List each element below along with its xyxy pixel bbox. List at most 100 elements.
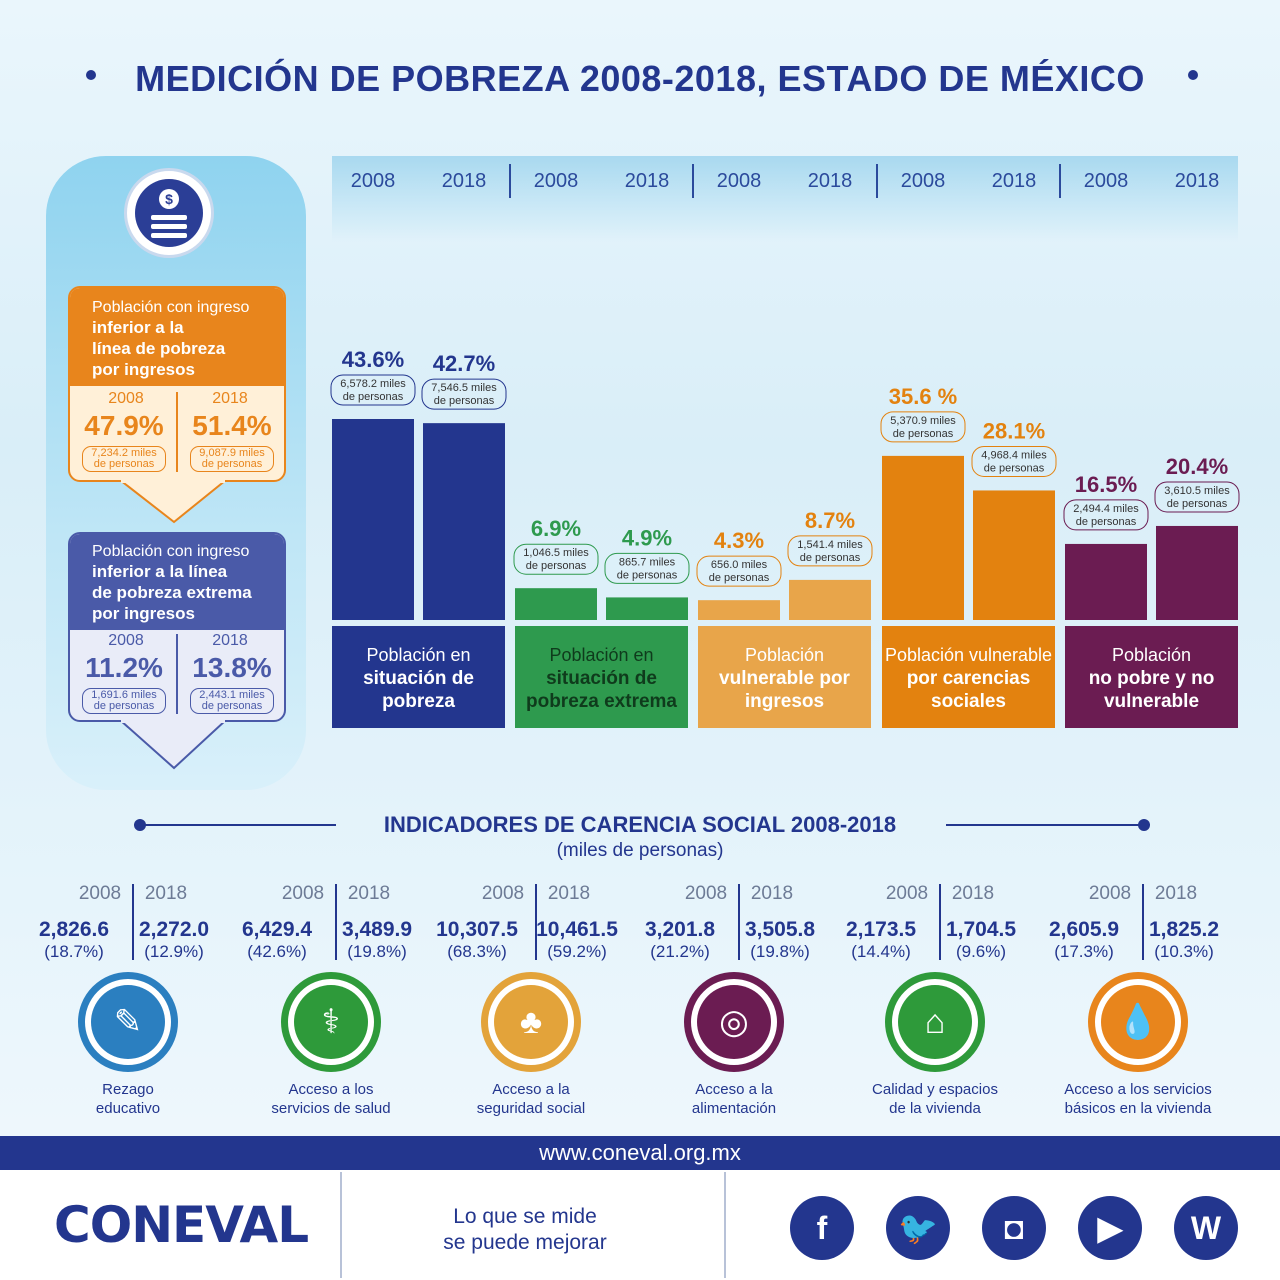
box2-line2: inferior a la línea [92,562,228,581]
indicator-label-0: Rezago educativo [95,1081,161,1117]
income-extreme-poverty-line-box: Población con ingreso inferior a la líne… [68,532,286,722]
indicator-pct-2008-2: (68.3%) [447,942,507,961]
people-unit-3-2018: de personas [984,462,1045,474]
facebook-icon[interactable]: f [790,1196,854,1260]
category-label-0-l1: Población en [366,645,471,665]
house-hands-icon-glyph: ⌂ [898,985,972,1059]
pencil-icon: ✎ [78,972,178,1072]
people-pill-3-2018 [971,445,1057,477]
website-url[interactable]: www.coneval.org.mx [0,1136,1280,1170]
indicator-year-2018-3: 2018 [750,883,794,904]
box1-pct-2008: 47.9% [84,410,164,441]
category-label-4-l2: no pobre y no [1088,668,1215,689]
box1-note-2018: 9,087.9 miles de personas [190,446,274,472]
people-unit-1-2018: de personas [617,569,678,581]
year-label-2-2008: 2008 [716,170,762,192]
category-label-2-l2: vulnerable por [719,668,850,689]
box2-year-2008: 2008 [108,632,144,649]
box1-line1: Población con ingreso [92,299,250,316]
category-label-1-l2: situación de [546,668,657,689]
box1-line2: inferior a la [92,318,184,337]
people-pill-2-2008 [696,555,782,587]
indicators-dot-right [1138,819,1150,831]
people-label-2-2008: 656.0 miles [711,559,768,571]
box2-note-2018: 2,443.1 miles de personas [190,688,274,714]
people-label-1-2008: 1,046.5 miles [523,547,589,559]
indicator-label-2: Acceso a la seguridad social [476,1081,586,1117]
bar-0-2018 [423,423,505,620]
family-hands-icon-glyph: ♣ [494,985,568,1059]
indicator-label-3: Acceso a la alimentación [691,1081,777,1117]
indicator-year-2008-2: 2008 [481,883,525,904]
indicator-pct-2018-3: (19.8%) [750,942,810,961]
indicator-pct-2008-0: (18.7%) [44,942,104,961]
category-label-3-l2: por carencias [906,668,1031,689]
indicator-year-2008-3: 2008 [684,883,728,904]
pct-label-2-2018: 8.7% [805,508,855,533]
money-coin-icon: $ [124,168,214,258]
indicator-value-2018-2: 10,461.5 [536,918,618,941]
family-hands-icon: ♣ [481,972,581,1072]
people-label-4-2008: 2,494.4 miles [1073,503,1139,515]
year-separator [1059,164,1061,198]
people-label-1-2018: 865.7 miles [619,556,676,568]
water-tap-icon: 💧 [1088,972,1188,1072]
category-label-3-l1: Población vulnerable [884,645,1053,665]
people-unit-2-2018: de personas [800,552,861,564]
bar-0-2008 [332,419,414,620]
indicator-value-2008-1: 6,429.4 [241,918,313,941]
category-label-3-l3: sociales [931,691,1006,712]
people-unit-2-2008: de personas [709,572,770,584]
box2-line3: de pobreza extrema [92,583,252,602]
people-label-3-2018: 4,968.4 miles [981,449,1047,461]
pct-label-3-2018: 28.1% [983,418,1045,443]
category-label-2-l1: Población [744,645,825,665]
people-unit-3-2008: de personas [893,428,954,440]
indicators-title: INDICADORES DE CARENCIA SOCIAL 2008-2018 [383,812,897,837]
wikipedia-icon[interactable]: W [1174,1196,1238,1260]
income-poverty-line-box: Población con ingreso inferior a la líne… [68,286,286,482]
indicator-value-2018-4: 1,704.5 [945,918,1017,941]
year-label-0-2008: 2008 [350,170,396,192]
indicator-separator-3 [738,884,740,960]
box2-pointer [118,720,228,770]
water-tap-icon-glyph: 💧 [1101,985,1175,1059]
indicator-separator-5 [1142,884,1144,960]
category-label-4-l3: vulnerable [1103,691,1200,712]
indicators-line-right [946,824,1142,826]
indicator-value-2018-3: 3,505.8 [744,918,816,941]
pencil-icon-glyph: ✎ [91,985,165,1059]
indicator-pct-2008-3: (21.2%) [650,942,710,961]
people-pill-1-2018 [604,552,690,584]
people-label-0-2018: 7,546.5 miles [431,382,497,394]
instagram-icon[interactable]: ◘ [982,1196,1046,1260]
category-label-0-l2: situación de [363,668,474,689]
box2-line4: por ingresos [92,604,195,623]
indicator-year-2018-2: 2018 [547,883,591,904]
year-label-0-2018: 2018 [441,170,487,192]
bar-3-2008 [882,455,964,620]
twitter-icon[interactable]: 🐦 [886,1196,950,1260]
indicator-separator-0 [132,884,134,960]
indicator-year-2008-1: 2008 [281,883,325,904]
indicators-line-left [140,824,336,826]
year-separator [509,164,511,198]
pct-label-1-2018: 4.9% [622,525,672,550]
indicator-pct-2018-4: (9.6%) [955,942,1007,961]
indicator-separator-1 [335,884,337,960]
box1-year-2018: 2018 [212,390,248,407]
year-label-4-2008: 2008 [1083,170,1129,192]
youtube-icon[interactable]: ▶ [1078,1196,1142,1260]
doctor-icon: ⚕ [281,972,381,1072]
people-pill-3-2008 [880,411,966,443]
indicator-year-2018-4: 2018 [951,883,995,904]
people-pill-4-2008 [1063,499,1149,531]
indicator-value-2008-3: 3,201.8 [644,918,716,941]
category-box-2: Población vulnerable por ingresos [698,626,871,728]
bar-4-2018 [1156,525,1238,620]
pct-label-4-2008: 16.5% [1075,472,1137,497]
year-label-1-2008: 2008 [533,170,579,192]
box2-pct-2018: 13.8% [192,652,272,683]
year-label-3-2018: 2018 [991,170,1037,192]
